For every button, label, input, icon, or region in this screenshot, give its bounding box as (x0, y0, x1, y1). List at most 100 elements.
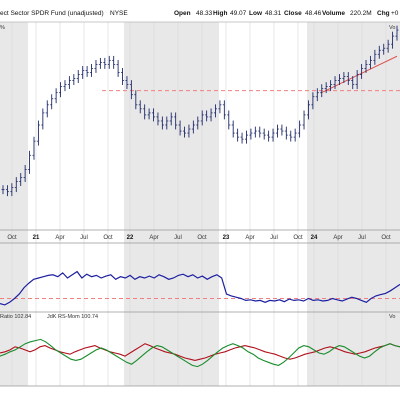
ohlc-bar (41, 108, 45, 130)
ohlc-bar (67, 76, 71, 90)
year-band (307, 22, 400, 386)
x-tick-label: Jul (80, 235, 88, 241)
ohlc-bar (147, 108, 151, 120)
ohlc-bar (209, 108, 213, 122)
ohlc-bar (382, 43, 386, 55)
ohlc-bar (227, 110, 231, 130)
exchange-label: NYSE (110, 10, 128, 17)
ohlc-bar (63, 80, 67, 92)
close-label: Close (284, 10, 302, 17)
ohlc-bar (222, 100, 226, 120)
x-tick-label: Jul (174, 235, 182, 241)
x-tick-label: Jul (270, 235, 278, 241)
ohlc-bar (129, 80, 133, 100)
ohlc-bar (262, 128, 266, 140)
ohlc-bar (244, 130, 248, 144)
ohlc-bar (351, 76, 355, 90)
ohlc-bar (19, 173, 23, 187)
chg-value: +0 (391, 10, 399, 17)
ohlc-bar (50, 94, 54, 110)
low-label: Low (249, 10, 263, 17)
percent-mark: % (0, 25, 5, 31)
ohlc-bar (395, 25, 399, 41)
year-band (0, 22, 28, 386)
chg-label: Chg (377, 10, 390, 17)
ohlc-bar (360, 63, 364, 79)
ohlc-bar (54, 88, 58, 104)
x-tick-label: Oct (103, 235, 113, 241)
ohlc-bar (205, 110, 209, 122)
ohlc-bar (72, 74, 76, 86)
ohlc-bar (178, 120, 182, 136)
ohlc-bar (59, 82, 63, 98)
ohlc-bar (213, 104, 217, 118)
ohlc-bar (391, 31, 395, 49)
ohlc-bar (90, 63, 94, 77)
ohlc-bar (10, 183, 14, 197)
ohlc-bar (364, 59, 368, 73)
ohlc-bar (32, 136, 36, 160)
ohlc-bar (311, 92, 315, 110)
ohlc-bar (103, 57, 107, 69)
rs-ratio-line (0, 270, 400, 306)
low-value: 48.31 (265, 10, 282, 17)
ohlc-bar (14, 177, 18, 193)
indicator-right-fragment: Vo (389, 314, 395, 320)
ohlc-bar (152, 108, 156, 122)
ohlc-bar (23, 164, 27, 182)
time-bands (0, 22, 400, 386)
ohlc-bar (258, 126, 262, 138)
ohlc-bar (116, 59, 120, 77)
ohlc-bar (289, 130, 293, 142)
x-tick-label: 24 (311, 235, 318, 241)
x-tick-label: Apr (245, 235, 254, 241)
ohlc-bar (337, 74, 341, 86)
x-tick-label: Apr (333, 235, 342, 241)
ohlc-bar (271, 128, 275, 142)
x-tick-label: Oct (293, 235, 303, 241)
jdk-rs-mom-line (0, 338, 400, 368)
x-tick-label: Oct (197, 235, 207, 241)
ohlc-bar (315, 88, 319, 102)
ohlc-bar (76, 70, 80, 83)
rs-mom-label: JdK RS-Mom 100.74 (47, 314, 98, 320)
ohlc-bar (196, 116, 200, 130)
ohlc-bar (236, 128, 240, 142)
close-value: 48.46 (305, 10, 322, 17)
ohlc-bar (249, 128, 253, 140)
ohlc-bar (174, 112, 178, 130)
open-value: 48.33 (196, 10, 213, 17)
volume-value: 220.2M (350, 10, 372, 17)
ohlc-bar (183, 126, 187, 138)
ohlc-bar (112, 55, 116, 69)
ohlc-bar (28, 150, 32, 174)
ohlc-bar (107, 55, 111, 69)
chart-title: ect Sector SPDR Fund (unadjusted) (0, 10, 104, 17)
ohlc-bar (373, 49, 377, 65)
ohlc-bar (329, 80, 333, 92)
ohlc-bar (284, 126, 288, 140)
year-band (124, 22, 219, 386)
x-tick-label: Oct (7, 235, 17, 241)
ohlc-bar (160, 116, 164, 130)
ohlc-bar (346, 72, 350, 86)
ohlc-bar (143, 104, 147, 120)
ohlc-bar (98, 57, 102, 69)
ohlc-bars (1, 25, 399, 197)
ohlc-bar (1, 185, 5, 195)
ohlc-bar (231, 120, 235, 138)
ohlc-bar (280, 124, 284, 136)
price-trendline (321, 55, 398, 94)
x-tick-label: Jul (358, 235, 366, 241)
ohlc-bar (200, 110, 204, 126)
ohlc-bar (377, 45, 381, 59)
x-tick-label: 22 (127, 235, 134, 241)
ohlc-bar (253, 126, 257, 138)
ohlc-bar (267, 130, 271, 142)
x-tick-label: Apr (149, 235, 158, 241)
high-label: High (213, 10, 227, 17)
ohlc-bar (191, 120, 195, 134)
ohlc-bar (45, 100, 49, 118)
open-label: Open (174, 10, 191, 17)
